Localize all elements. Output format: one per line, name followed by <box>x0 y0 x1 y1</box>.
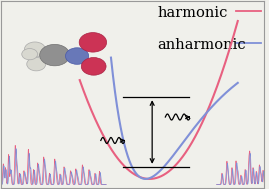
Circle shape <box>24 42 45 57</box>
Circle shape <box>22 49 38 60</box>
Circle shape <box>65 48 89 64</box>
Text: harmonic: harmonic <box>157 6 228 20</box>
Circle shape <box>79 33 107 52</box>
Circle shape <box>40 44 70 66</box>
Circle shape <box>81 57 106 75</box>
Text: anharmonic: anharmonic <box>157 38 246 52</box>
Circle shape <box>27 57 46 71</box>
